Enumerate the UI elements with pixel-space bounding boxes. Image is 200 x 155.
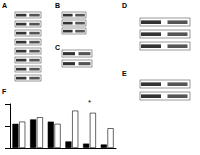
html-text:C: C — [55, 44, 61, 51]
html-text:E: E — [122, 70, 127, 77]
svg-text:*: * — [88, 98, 91, 107]
html-text:D: D — [122, 2, 128, 9]
html-text:F: F — [2, 88, 7, 95]
html-text:B: B — [55, 2, 61, 9]
html-text:A: A — [2, 2, 8, 9]
